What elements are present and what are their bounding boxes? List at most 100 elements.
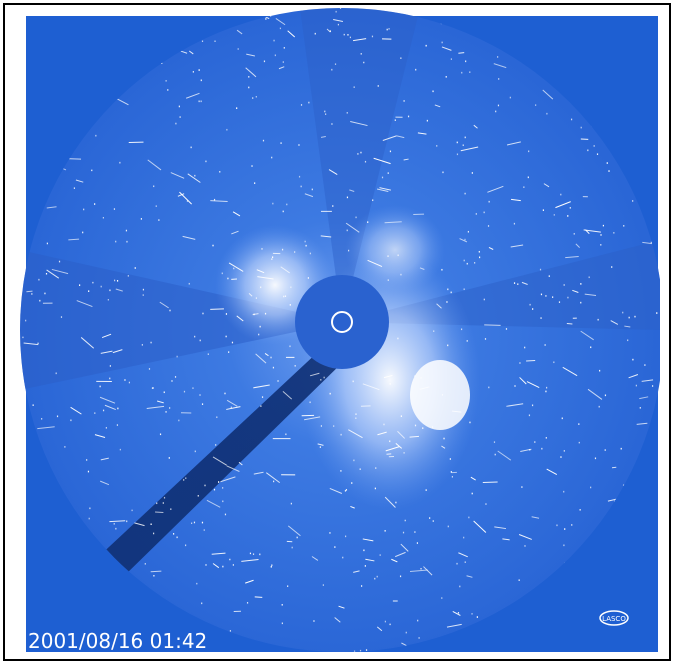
cosmic-ray — [353, 38, 367, 42]
cosmic-ray — [80, 337, 95, 349]
cosmic-ray — [365, 558, 375, 562]
cosmic-ray — [253, 471, 264, 475]
logo: LASCO — [599, 610, 629, 626]
cosmic-ray — [583, 229, 601, 233]
cosmic-ray — [350, 505, 355, 509]
cosmic-ray — [256, 269, 265, 274]
cosmic-ray — [170, 172, 185, 179]
cosmic-ray — [228, 262, 244, 272]
cosmic-ray — [520, 448, 532, 452]
cosmic-ray — [624, 325, 631, 328]
cosmic-ray — [510, 198, 521, 202]
cosmic-ray — [488, 247, 494, 250]
cosmic-ray — [75, 179, 84, 183]
cosmic-ray — [379, 187, 391, 191]
cosmic-ray — [409, 435, 420, 438]
cosmic-ray — [264, 352, 269, 357]
timestamp: 2001/08/16 01:42 — [28, 629, 207, 653]
cosmic-ray — [188, 50, 194, 55]
cosmic-ray — [446, 623, 462, 628]
cosmic-ray — [253, 384, 270, 389]
cosmic-ray — [434, 104, 441, 108]
cosmic-ray — [328, 169, 338, 175]
cosmic-ray — [350, 120, 368, 127]
cosmic-ray — [395, 442, 403, 449]
cosmic-ray — [236, 315, 244, 322]
cosmic-ray — [212, 563, 220, 569]
cosmic-ray — [146, 405, 165, 409]
cosmic-ray — [642, 241, 653, 245]
cosmic-ray — [397, 430, 406, 439]
cosmic-ray — [210, 308, 224, 310]
cosmic-ray — [226, 406, 241, 410]
cosmic-ray — [212, 456, 228, 466]
cosmic-ray — [304, 193, 314, 198]
cosmic-ray — [180, 50, 188, 54]
cosmic-ray — [572, 289, 579, 293]
cosmic-ray — [94, 434, 106, 439]
cosmic-ray — [309, 372, 320, 377]
cosmic-ray — [177, 193, 185, 197]
cosmic-ray — [518, 534, 532, 540]
cosmic-ray — [187, 173, 201, 183]
cosmic-ray — [329, 487, 343, 494]
cosmic-ray — [179, 191, 192, 205]
cosmic-ray — [134, 522, 145, 527]
cosmic-ray — [396, 135, 405, 139]
cosmic-ray — [641, 379, 654, 382]
cosmic-ray — [580, 330, 594, 341]
cosmic-ray — [628, 374, 639, 379]
cosmic-ray — [473, 520, 487, 533]
cosmic-ray — [510, 244, 524, 248]
cosmic-ray — [526, 381, 540, 388]
cosmic-ray — [252, 313, 259, 316]
cosmic-ray — [470, 476, 476, 481]
cosmic-ray — [565, 255, 579, 259]
cosmic-ray — [419, 267, 425, 270]
cosmic-ray — [37, 426, 55, 430]
cosmic-ray — [320, 136, 326, 138]
cosmic-ray — [265, 472, 280, 484]
cosmic-ray — [257, 276, 274, 280]
cosmic-ray — [115, 288, 123, 292]
cosmic-ray — [409, 569, 428, 572]
cosmic-ray — [575, 243, 580, 248]
cosmic-ray — [353, 570, 360, 573]
logo-text: LASCO — [602, 615, 626, 623]
cosmic-ray — [458, 552, 468, 558]
cosmic-ray — [423, 566, 433, 576]
cosmic-ray — [502, 538, 510, 541]
cosmic-ray — [211, 552, 226, 555]
cosmic-ray — [458, 52, 465, 54]
cosmic-ray — [70, 406, 82, 415]
cosmic-ray — [417, 132, 427, 135]
cosmic-ray — [236, 29, 243, 35]
cosmic-ray — [441, 445, 446, 449]
cosmic-ray — [345, 222, 360, 233]
cosmic-ray — [519, 377, 527, 385]
cosmic-ray — [385, 446, 400, 452]
cosmic-ray — [555, 201, 571, 209]
cosmic-ray — [226, 399, 238, 407]
cosmic-ray — [466, 575, 473, 578]
cosmic-ray — [382, 135, 397, 141]
cosmic-ray — [46, 206, 57, 209]
cosmic-ray — [206, 499, 221, 508]
cosmic-ray — [607, 498, 617, 502]
cosmic-ray — [610, 320, 619, 325]
cosmic-ray — [531, 516, 540, 519]
cosmic-ray — [348, 429, 363, 439]
cosmic-ray — [587, 388, 603, 400]
cosmic-ray — [246, 53, 256, 57]
cosmic-ray — [68, 238, 80, 241]
cosmic-ray — [400, 543, 409, 552]
cosmic-ray — [23, 342, 39, 346]
cosmic-ray — [104, 404, 116, 411]
cosmic-ray — [159, 301, 169, 309]
cosmic-ray — [185, 92, 200, 99]
cosmic-ray — [376, 188, 389, 193]
cosmic-ray — [287, 525, 301, 537]
cosmic-ray — [338, 605, 345, 609]
